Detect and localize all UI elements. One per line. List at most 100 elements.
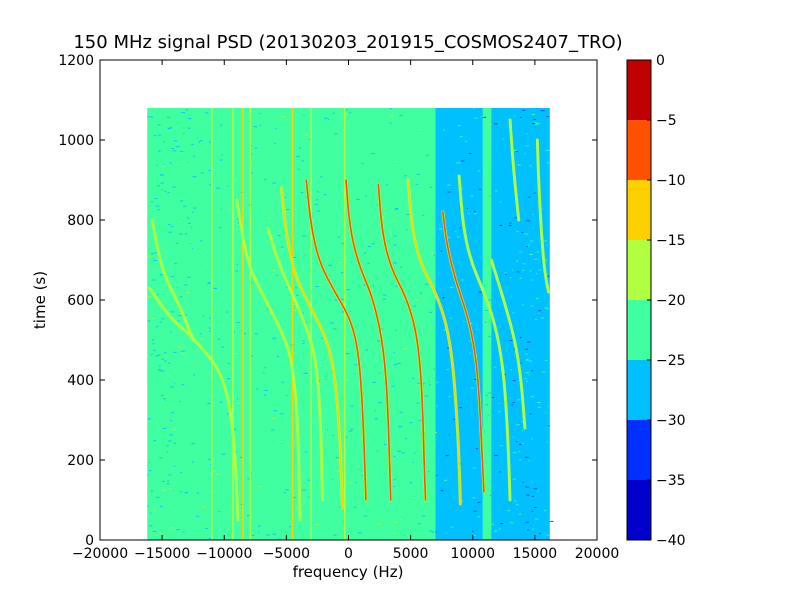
noise-speck <box>367 246 372 248</box>
noise-speck <box>183 205 186 207</box>
trace-11 <box>490 259 526 429</box>
noise-speck <box>199 140 203 142</box>
noise-speck <box>169 488 172 490</box>
noise-speck <box>277 538 281 540</box>
noise-speck <box>519 251 523 253</box>
noise-speck <box>515 504 519 506</box>
noise-speck <box>251 282 253 284</box>
noise-speck <box>524 456 529 458</box>
x-tick-label: 5000 <box>393 546 429 562</box>
noise-speck <box>350 405 354 407</box>
noise-speck <box>257 486 262 488</box>
noise-speck <box>324 117 329 119</box>
x-tick-label: −20000 <box>72 546 128 562</box>
noise-speck <box>221 154 223 156</box>
noise-speck <box>158 150 161 152</box>
noise-speck <box>166 483 170 485</box>
noise-speck <box>494 123 498 125</box>
noise-speck <box>272 269 276 271</box>
noise-speck <box>477 502 480 504</box>
noise-speck <box>267 308 270 310</box>
noise-speck <box>469 352 471 354</box>
noise-speck <box>236 264 239 266</box>
noise-speck <box>302 340 305 342</box>
noise-speck <box>327 429 329 431</box>
noise-speck <box>461 279 464 281</box>
noise-speck <box>497 411 501 413</box>
noise-speck <box>198 141 201 143</box>
noise-speck <box>173 442 177 444</box>
noise-speck <box>219 159 223 161</box>
noise-speck <box>420 292 423 294</box>
noise-speck <box>519 277 522 279</box>
noise-speck <box>307 496 310 498</box>
noise-speck <box>531 123 535 125</box>
noise-speck <box>349 310 352 312</box>
noise-speck <box>405 229 408 231</box>
y-tick-label: 1200 <box>58 53 94 69</box>
noise-speck <box>371 153 375 155</box>
noise-speck <box>546 244 548 246</box>
noise-speck <box>516 260 518 262</box>
noise-speck <box>336 470 340 472</box>
noise-speck <box>208 282 212 284</box>
noise-speck <box>302 342 305 344</box>
noise-speck <box>293 496 296 498</box>
noise-speck <box>147 418 152 420</box>
noise-speck <box>354 364 358 366</box>
x-tick-label: −5000 <box>263 546 310 562</box>
x-tick-label: −15000 <box>134 546 190 562</box>
noise-speck <box>306 372 308 374</box>
noise-speck <box>364 515 368 517</box>
noise-speck <box>280 277 282 279</box>
noise-speck <box>288 445 290 447</box>
noise-speck <box>516 231 519 233</box>
noise-speck <box>289 526 292 528</box>
noise-speck <box>272 182 277 184</box>
noise-speck <box>315 286 319 288</box>
noise-speck <box>536 123 541 125</box>
noise-speck <box>198 251 202 253</box>
noise-speck <box>339 506 342 508</box>
noise-speck <box>525 486 530 488</box>
noise-speck <box>153 260 158 262</box>
y-tick-label: 0 <box>85 533 94 549</box>
noise-speck <box>525 372 530 374</box>
colorbar-label: 0 <box>656 53 665 69</box>
noise-speck <box>512 436 514 438</box>
noise-speck <box>254 333 258 335</box>
x-tick-label: 15000 <box>513 546 558 562</box>
y-axis-ticks: 0 200 400 600 800 1000 1200 <box>58 53 597 549</box>
noise-speck <box>513 115 516 117</box>
noise-speck <box>395 207 399 209</box>
noise-speck <box>500 523 504 525</box>
noise-speck <box>149 525 153 527</box>
noise-speck <box>530 305 534 307</box>
noise-speck <box>429 530 434 532</box>
trace-3 <box>266 227 324 501</box>
trace-12 <box>536 139 550 293</box>
noise-texture <box>147 108 554 540</box>
noise-speck <box>524 378 527 380</box>
noise-speck <box>509 397 511 399</box>
trace-7 <box>377 183 427 501</box>
noise-speck <box>520 116 522 118</box>
noise-speck <box>371 243 375 245</box>
noise-speck <box>161 370 165 372</box>
x-tick-label: 20000 <box>575 546 620 562</box>
noise-speck <box>518 459 522 461</box>
noise-speck <box>166 451 169 453</box>
noise-speck <box>524 353 528 355</box>
noise-speck <box>400 518 403 520</box>
noise-speck <box>420 419 422 421</box>
noise-speck <box>336 459 340 461</box>
noise-speck <box>281 381 284 383</box>
noise-speck <box>398 426 403 428</box>
noise-speck <box>338 262 342 264</box>
noise-speck <box>250 355 254 357</box>
noise-speck <box>302 235 307 237</box>
noise-speck <box>168 231 172 233</box>
noise-speck <box>513 348 515 350</box>
noise-speck <box>535 518 539 520</box>
noise-speck <box>263 389 268 391</box>
